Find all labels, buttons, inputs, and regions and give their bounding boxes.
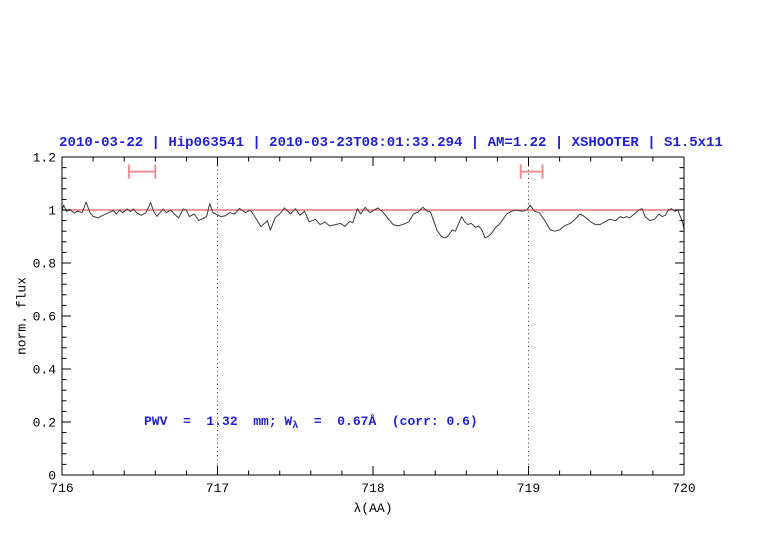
x-tick-label: 719 [517,481,540,496]
y-tick-label: 1.2 [33,151,56,166]
x-tick-label: 720 [672,481,695,496]
x-axis-label: λ(AA) [353,501,393,516]
x-tick-label: 716 [50,481,73,496]
x-tick-label: 718 [361,481,384,496]
y-tick-label: 0.6 [33,310,56,325]
y-tick-label: 0.8 [33,257,56,272]
pwv-annotation: PWV = 1.32 mm; Wλ = 0.67Å (corr: 0.6) [144,414,478,432]
y-tick-label: 0 [48,469,56,484]
pwv-annotation-suffix: = 0.67Å (corr: 0.6) [298,414,478,429]
plot-title: 2010-03-22 | Hip063541 | 2010-03-23T08:0… [59,135,723,151]
y-tick-label: 1 [48,204,56,219]
y-tick-label: 0.4 [33,363,57,378]
y-axis-label: norm. flux [14,276,30,356]
y-tick-label: 0.2 [33,416,56,431]
x-tick-label: 717 [206,481,229,496]
pwv-annotation-prefix: PWV = 1.32 mm; W [144,414,293,429]
lambda-subscript: λ [292,421,299,432]
spectrum-line [61,201,685,239]
